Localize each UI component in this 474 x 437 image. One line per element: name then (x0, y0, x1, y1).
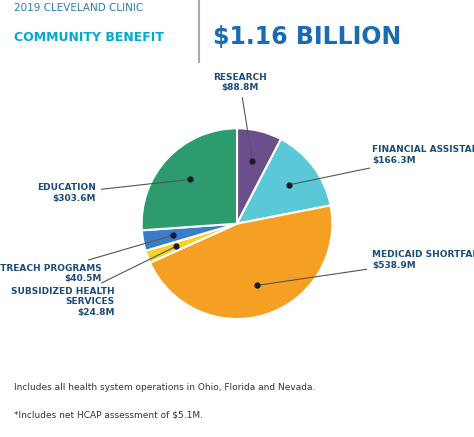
Text: MEDICAID SHORTFALL*
$538.9M: MEDICAID SHORTFALL* $538.9M (259, 250, 474, 285)
Text: FINANCIAL ASSISTANCE
$166.3M: FINANCIAL ASSISTANCE $166.3M (292, 146, 474, 184)
Text: $1.16 BILLION: $1.16 BILLION (213, 25, 401, 49)
Text: 2019 CLEVELAND CLINIC: 2019 CLEVELAND CLINIC (14, 3, 144, 13)
Wedge shape (142, 128, 237, 230)
Text: OUTREACH PROGRAMS
$40.5M: OUTREACH PROGRAMS $40.5M (0, 236, 171, 283)
Wedge shape (142, 224, 237, 251)
Text: Includes all health system operations in Ohio, Florida and Nevada.: Includes all health system operations in… (14, 383, 316, 392)
Text: EDUCATION
$303.6M: EDUCATION $303.6M (37, 180, 187, 203)
Wedge shape (150, 205, 332, 319)
Text: SUBSIDIZED HEALTH
SERVICES
$24.8M: SUBSIDIZED HEALTH SERVICES $24.8M (11, 247, 174, 317)
Text: *Includes net HCAP assessment of $5.1M.: *Includes net HCAP assessment of $5.1M. (14, 411, 203, 420)
Text: COMMUNITY BENEFIT: COMMUNITY BENEFIT (14, 31, 164, 45)
Wedge shape (237, 128, 281, 224)
Text: RESEARCH
$88.8M: RESEARCH $88.8M (213, 73, 267, 158)
Wedge shape (237, 139, 330, 224)
Wedge shape (146, 224, 237, 263)
